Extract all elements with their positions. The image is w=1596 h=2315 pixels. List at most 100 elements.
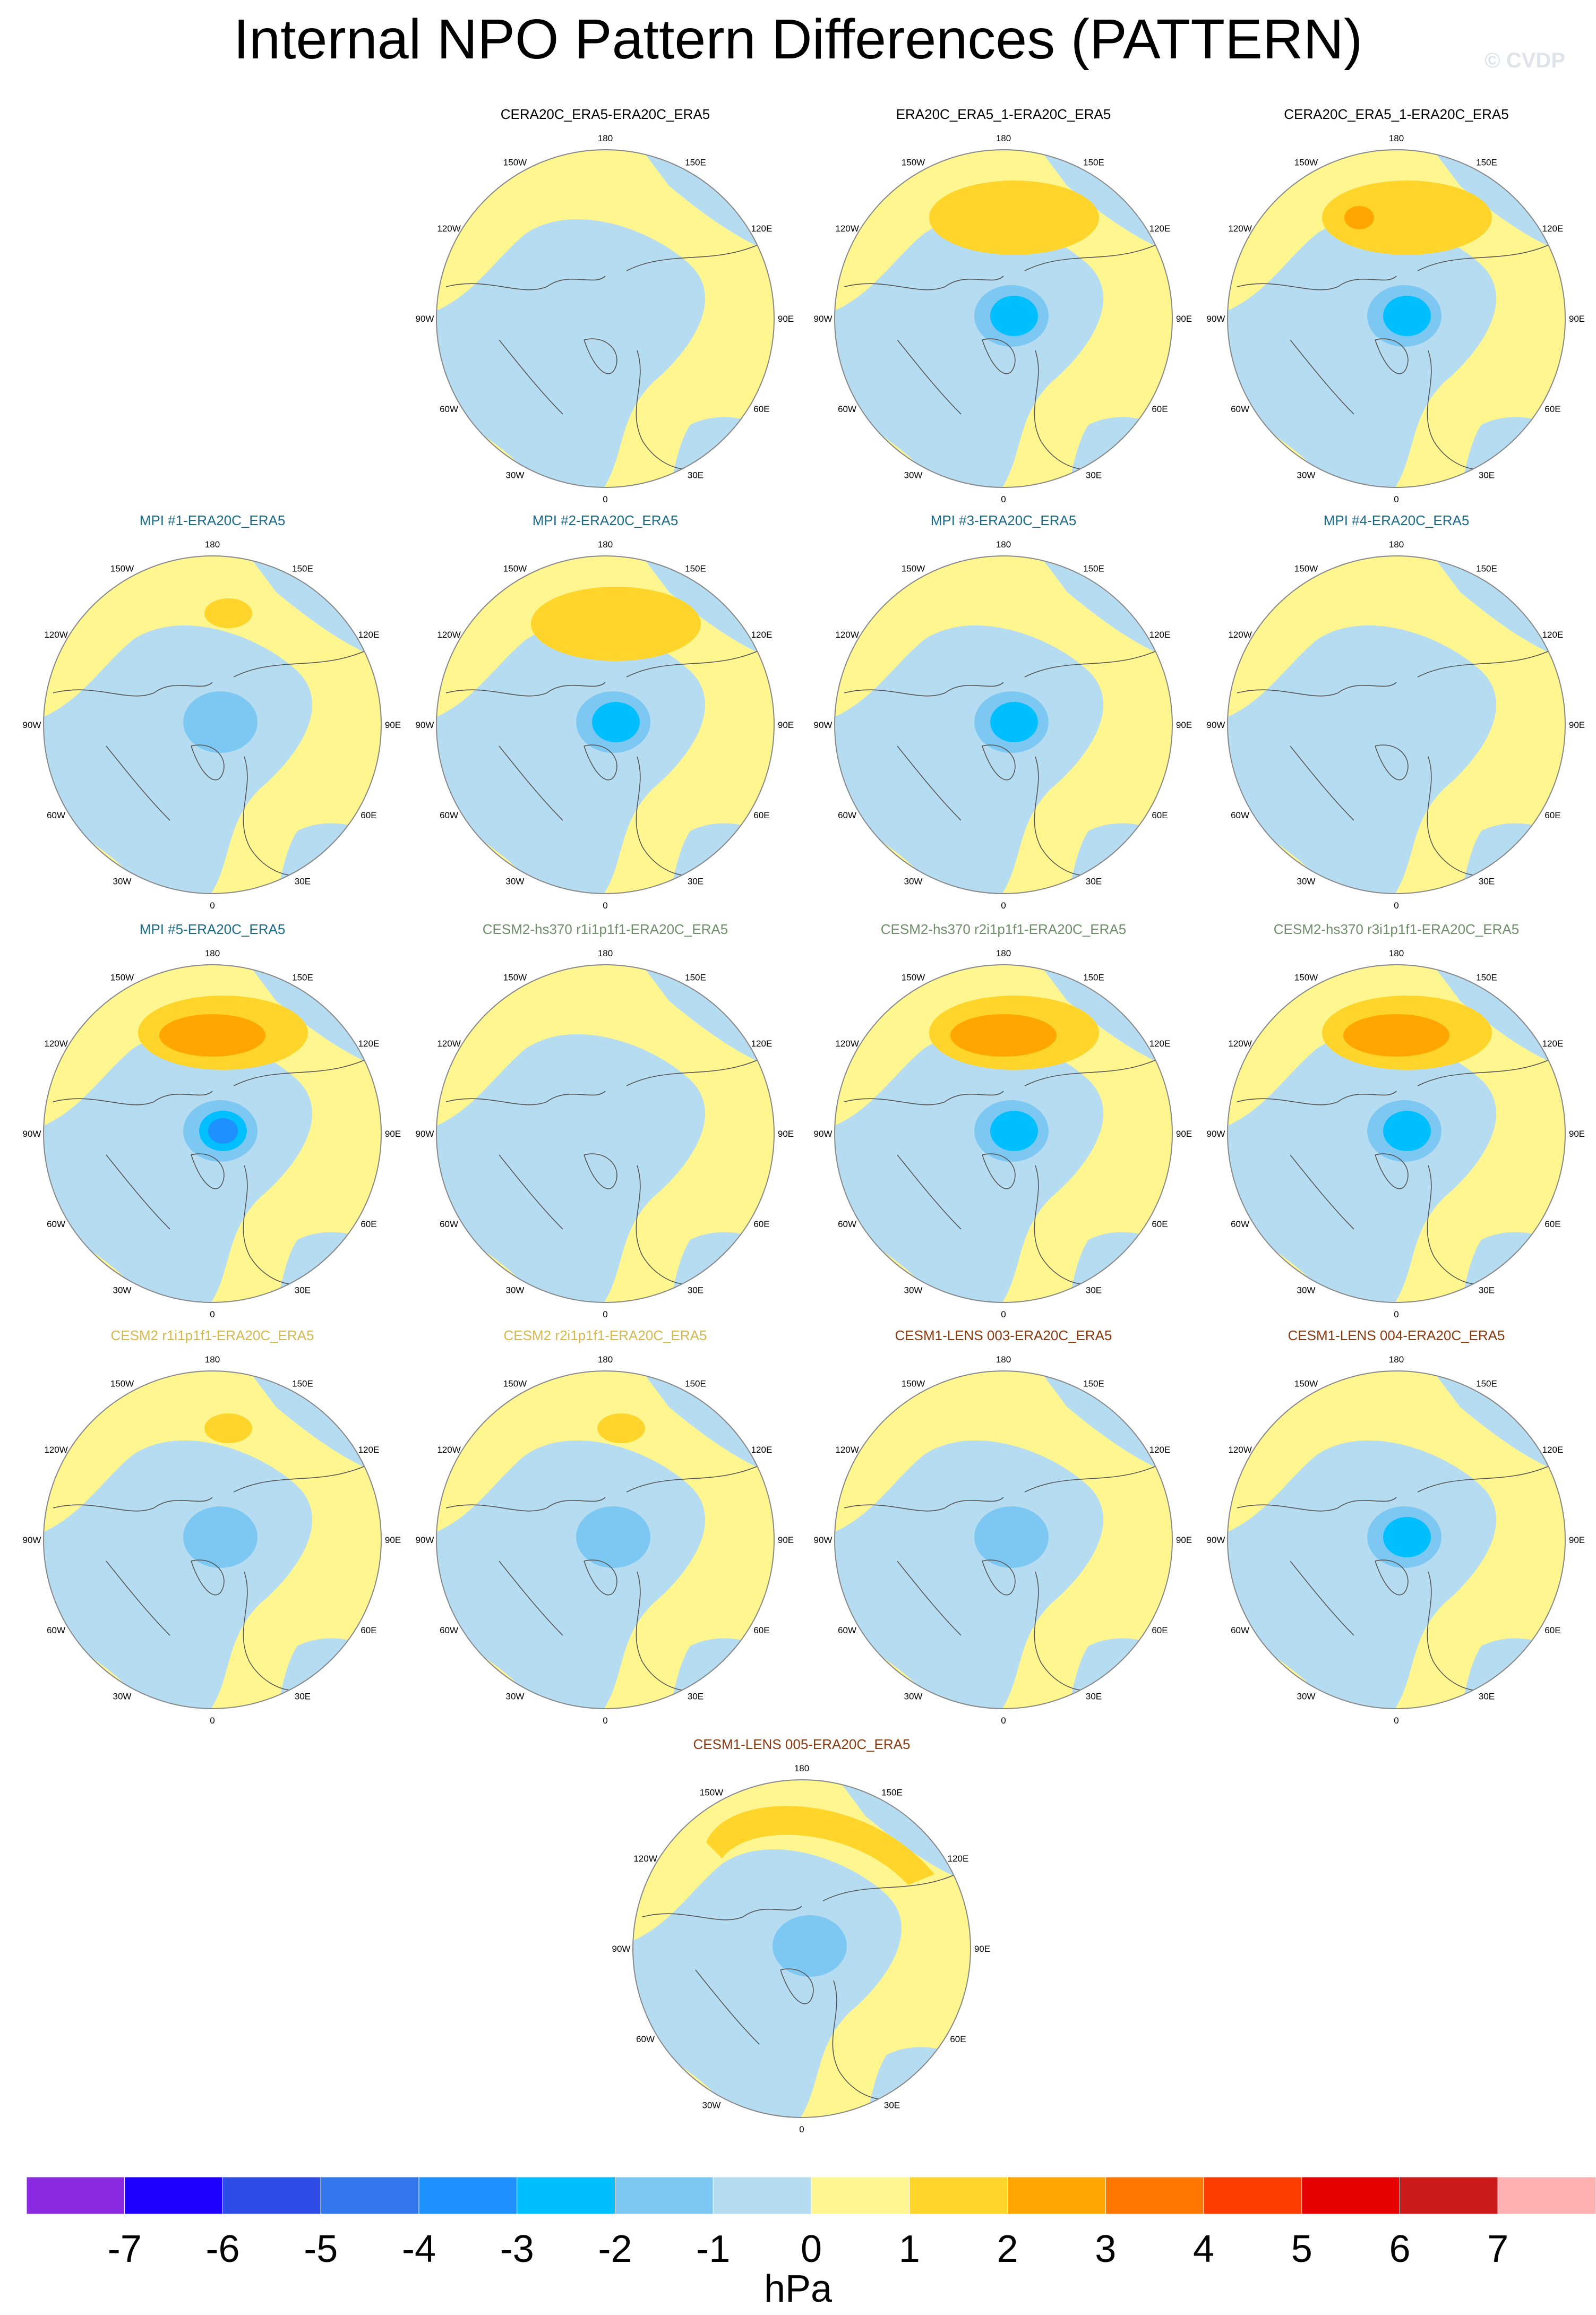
negative-anomaly-center (576, 1506, 650, 1568)
longitude-label: 120W (835, 630, 859, 640)
longitude-label: 60W (1231, 1219, 1249, 1229)
longitude-label: 60W (838, 404, 856, 414)
longitude-label: 90E (1569, 314, 1585, 324)
longitude-label: 60E (1544, 1625, 1560, 1635)
longitude-label: 180 (996, 133, 1011, 143)
map-boundary (834, 149, 1173, 488)
longitude-label: 30W (1297, 1691, 1316, 1701)
longitude-label: 150E (1083, 564, 1104, 574)
longitude-label: 120W (1228, 224, 1251, 234)
longitude-label: 90W (416, 1535, 434, 1545)
map-panel: CERA20C_ERA5_1-ERA20C_ERA5 180 150E 120E 90E… (1200, 106, 1593, 510)
coastline (1237, 1497, 1397, 1512)
coastline (1375, 1559, 1409, 1596)
coastline (106, 745, 170, 821)
longitude-label: 30E (1086, 876, 1102, 886)
longitude-label: 150W (503, 1379, 527, 1389)
coastline (844, 682, 1004, 697)
polar-map: 180 150E 120E 90E 60E 30E 0 30W 60W 90W 120W 150W (814, 1354, 1192, 1726)
negative-anomaly-region (1428, 1371, 1565, 1476)
coastline (780, 1968, 814, 2004)
longitude-label: 150E (1476, 1379, 1497, 1389)
longitude-label: 90W (1207, 1535, 1225, 1545)
longitude-label: 90E (1176, 720, 1192, 730)
map-panel: CESM2-hs370 r1i1p1f1-ERA20C_ERA5 180 150E 1… (409, 921, 802, 1325)
negative-anomaly-region (244, 965, 381, 1070)
coastline (1417, 1465, 1551, 1493)
map-boundary (436, 1370, 775, 1709)
longitude-label: 30E (688, 876, 703, 886)
coastline (695, 1969, 760, 2045)
longitude-label: 0 (1394, 901, 1398, 911)
longitude-label: 180 (1389, 539, 1404, 550)
page-title: Internal NPO Pattern Differences (PATTER… (233, 8, 1363, 71)
negative-anomaly-region (436, 1034, 706, 1302)
positive-anomaly-center (159, 1014, 265, 1057)
coastline (584, 744, 617, 781)
longitude-label: 90W (814, 1129, 833, 1139)
longitude-label: 180 (1389, 1354, 1404, 1365)
longitude-label: 30W (702, 2100, 721, 2110)
longitude-label: 30E (884, 2100, 900, 2110)
longitude-label: 30W (506, 470, 525, 480)
longitude-label: 150W (110, 564, 134, 574)
coastline (1417, 650, 1551, 678)
longitude-label: 60E (1544, 1219, 1560, 1229)
longitude-label: 60W (1231, 404, 1249, 414)
coastline (626, 1059, 760, 1086)
colorbar-ticks: -7 -6 -5 -4 -3 -2 -1 0 1 2 3 4 5 6 7 (0, 2227, 1596, 2270)
longitude-label: 120W (44, 1039, 67, 1049)
colorbar-swatch (320, 2177, 419, 2215)
map-panel: MPI #2-ERA20C_ERA5 180 150E 120E 90E 60E 30E 0 3… (409, 512, 802, 916)
panel-title: CERA20C_ERA5_1-ERA20C_ERA5 (1284, 106, 1509, 122)
negative-anomaly-center (183, 1506, 258, 1568)
longitude-label: 60W (838, 1625, 856, 1635)
coastline (499, 339, 563, 415)
negative-anomaly-center (1383, 296, 1431, 336)
coastline (844, 1497, 1004, 1512)
coastline (982, 1559, 1016, 1596)
positive-anomaly-center (204, 1413, 252, 1443)
longitude-label: 30W (113, 1691, 132, 1701)
longitude-label: 120E (1542, 1039, 1564, 1049)
longitude-label: 30W (904, 470, 923, 480)
longitude-label: 90E (385, 1535, 401, 1545)
positive-anomaly-center (950, 1014, 1057, 1057)
longitude-label: 90W (1207, 1129, 1225, 1139)
coastline (897, 1561, 962, 1636)
longitude-label: 120W (44, 630, 67, 640)
coastline (1024, 650, 1158, 678)
map-panel: CERA20C_ERA5-ERA20C_ERA5 180 150E 120E 90E 60… (409, 106, 802, 510)
negative-anomaly-center (990, 1111, 1038, 1151)
colorbar-tick-label: -2 (598, 2228, 632, 2270)
longitude-label: 90W (612, 1944, 631, 1954)
colorbar-tick-label: -3 (500, 2228, 534, 2270)
coastline (233, 650, 367, 678)
polar-map: 180 150E 120E 90E 60E 30E 0 30W 60W 90W 120W 150W (23, 948, 401, 1319)
longitude-label: 150E (1083, 1379, 1104, 1389)
negative-anomaly-center (974, 1506, 1049, 1568)
longitude-label: 60W (440, 1219, 458, 1229)
longitude-label: 150E (1083, 973, 1104, 983)
polar-map: 180 150E 120E 90E 60E 30E 0 30W 60W 90W 120W 150W (416, 948, 794, 1319)
coastline (191, 1559, 225, 1596)
longitude-label: 150E (685, 564, 706, 574)
map-boundary (632, 1779, 971, 2118)
coastline (445, 276, 606, 290)
longitude-label: 90E (1176, 1129, 1192, 1139)
longitude-label: 30E (1479, 470, 1495, 480)
negative-anomaly-center (592, 702, 640, 742)
coastline (626, 650, 760, 678)
longitude-label: 120E (751, 1039, 773, 1049)
coastline (982, 744, 1016, 781)
coastline (445, 682, 606, 697)
colorbar-swatch (1105, 2177, 1204, 2215)
longitude-label: 0 (799, 2124, 804, 2134)
longitude-label: 150W (110, 1379, 134, 1389)
longitude-label: 30E (1086, 1285, 1102, 1295)
coastline (1375, 1153, 1409, 1189)
longitude-label: 60W (440, 810, 458, 820)
panel-title: CESM1-LENS 003-ERA20C_ERA5 (895, 1327, 1112, 1343)
longitude-label: 90E (778, 720, 794, 730)
longitude-label: 150E (1083, 158, 1104, 168)
